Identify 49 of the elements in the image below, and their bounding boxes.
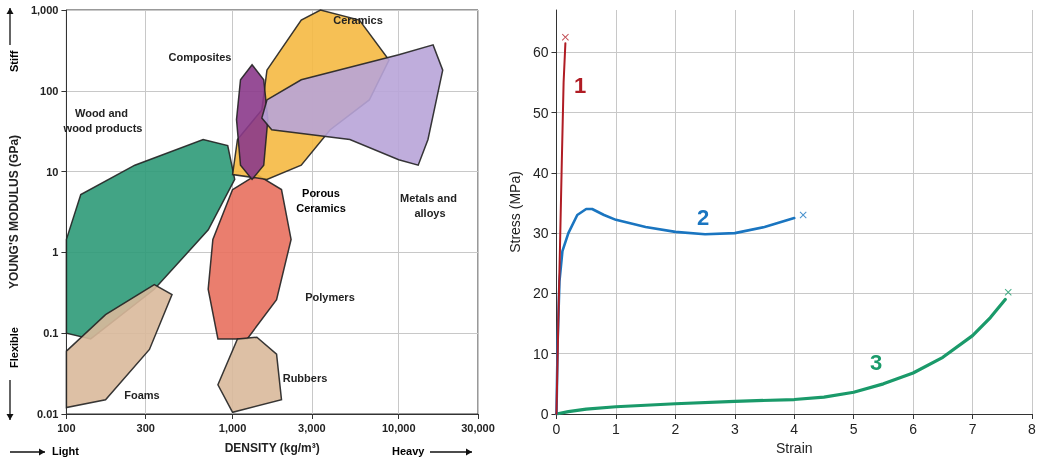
x-tick-label: 10,000 <box>381 421 416 434</box>
y-tick-label: 20 <box>532 285 549 302</box>
series-label: 1 <box>573 72 587 98</box>
x-tick-label: 300 <box>136 421 155 434</box>
text: Polymers <box>305 291 355 303</box>
x-tick-label: 30,000 <box>461 421 495 434</box>
annotation: Porous Ceramics <box>295 186 347 216</box>
series-label: Ceramics <box>333 14 383 26</box>
y-tick-label: 100 <box>40 84 59 97</box>
y-axis-title: Stress (MPa) <box>507 171 523 253</box>
line-series <box>555 42 567 415</box>
y-tick-label: 40 <box>532 164 549 181</box>
x-tick-label: 7 <box>968 421 977 437</box>
y-axis-title: YOUNG'S MODULUS (GPa) <box>7 134 21 290</box>
x-tick-label: 4 <box>790 421 799 437</box>
x-tick-label: 1,000 <box>218 421 247 434</box>
y-tick-label: 0.1 <box>43 327 59 340</box>
y-tick-label: 0 <box>540 406 549 422</box>
y-tick-label: 30 <box>532 225 549 242</box>
x-tick-label: 5 <box>849 421 858 437</box>
text: Heavy <box>392 445 425 457</box>
text: Flexible <box>8 327 20 368</box>
text: Light <box>52 445 79 457</box>
x-axis-title: Strain <box>775 439 813 456</box>
x-tick-label: 0 <box>552 421 561 437</box>
point <box>1004 288 1012 296</box>
series-label: Foams <box>124 389 160 401</box>
y-tick-label: 10 <box>532 345 549 362</box>
text: Stiff <box>8 50 20 72</box>
x-axis-title: DENSITY (kg/m³) <box>224 441 320 455</box>
x-tick-label: 2 <box>671 421 680 437</box>
y-tick-label: 60 <box>532 44 549 61</box>
series-label: 2 <box>696 204 710 230</box>
x-tick-label: 6 <box>909 421 918 437</box>
y-tick-label: 1 <box>52 246 59 259</box>
series-label: Composites <box>168 51 232 63</box>
x-tick-label: 3 <box>730 421 739 437</box>
text: Metals and alloys <box>400 191 460 219</box>
y-tick-label: 0.01 <box>37 408 59 420</box>
x-tick-label: 8 <box>1028 421 1037 437</box>
y-tick-label: 10 <box>46 165 59 178</box>
x-tick-label: 1 <box>612 421 621 437</box>
x-tick-label: 3,000 <box>298 421 326 434</box>
point <box>561 33 569 41</box>
series-label: Rubbers <box>282 372 328 384</box>
x-tick-label: 100 <box>57 421 76 434</box>
y-tick-label: 1,000 <box>30 4 59 16</box>
y-tick-label: 50 <box>532 104 549 121</box>
series-label: 3 <box>869 349 883 375</box>
